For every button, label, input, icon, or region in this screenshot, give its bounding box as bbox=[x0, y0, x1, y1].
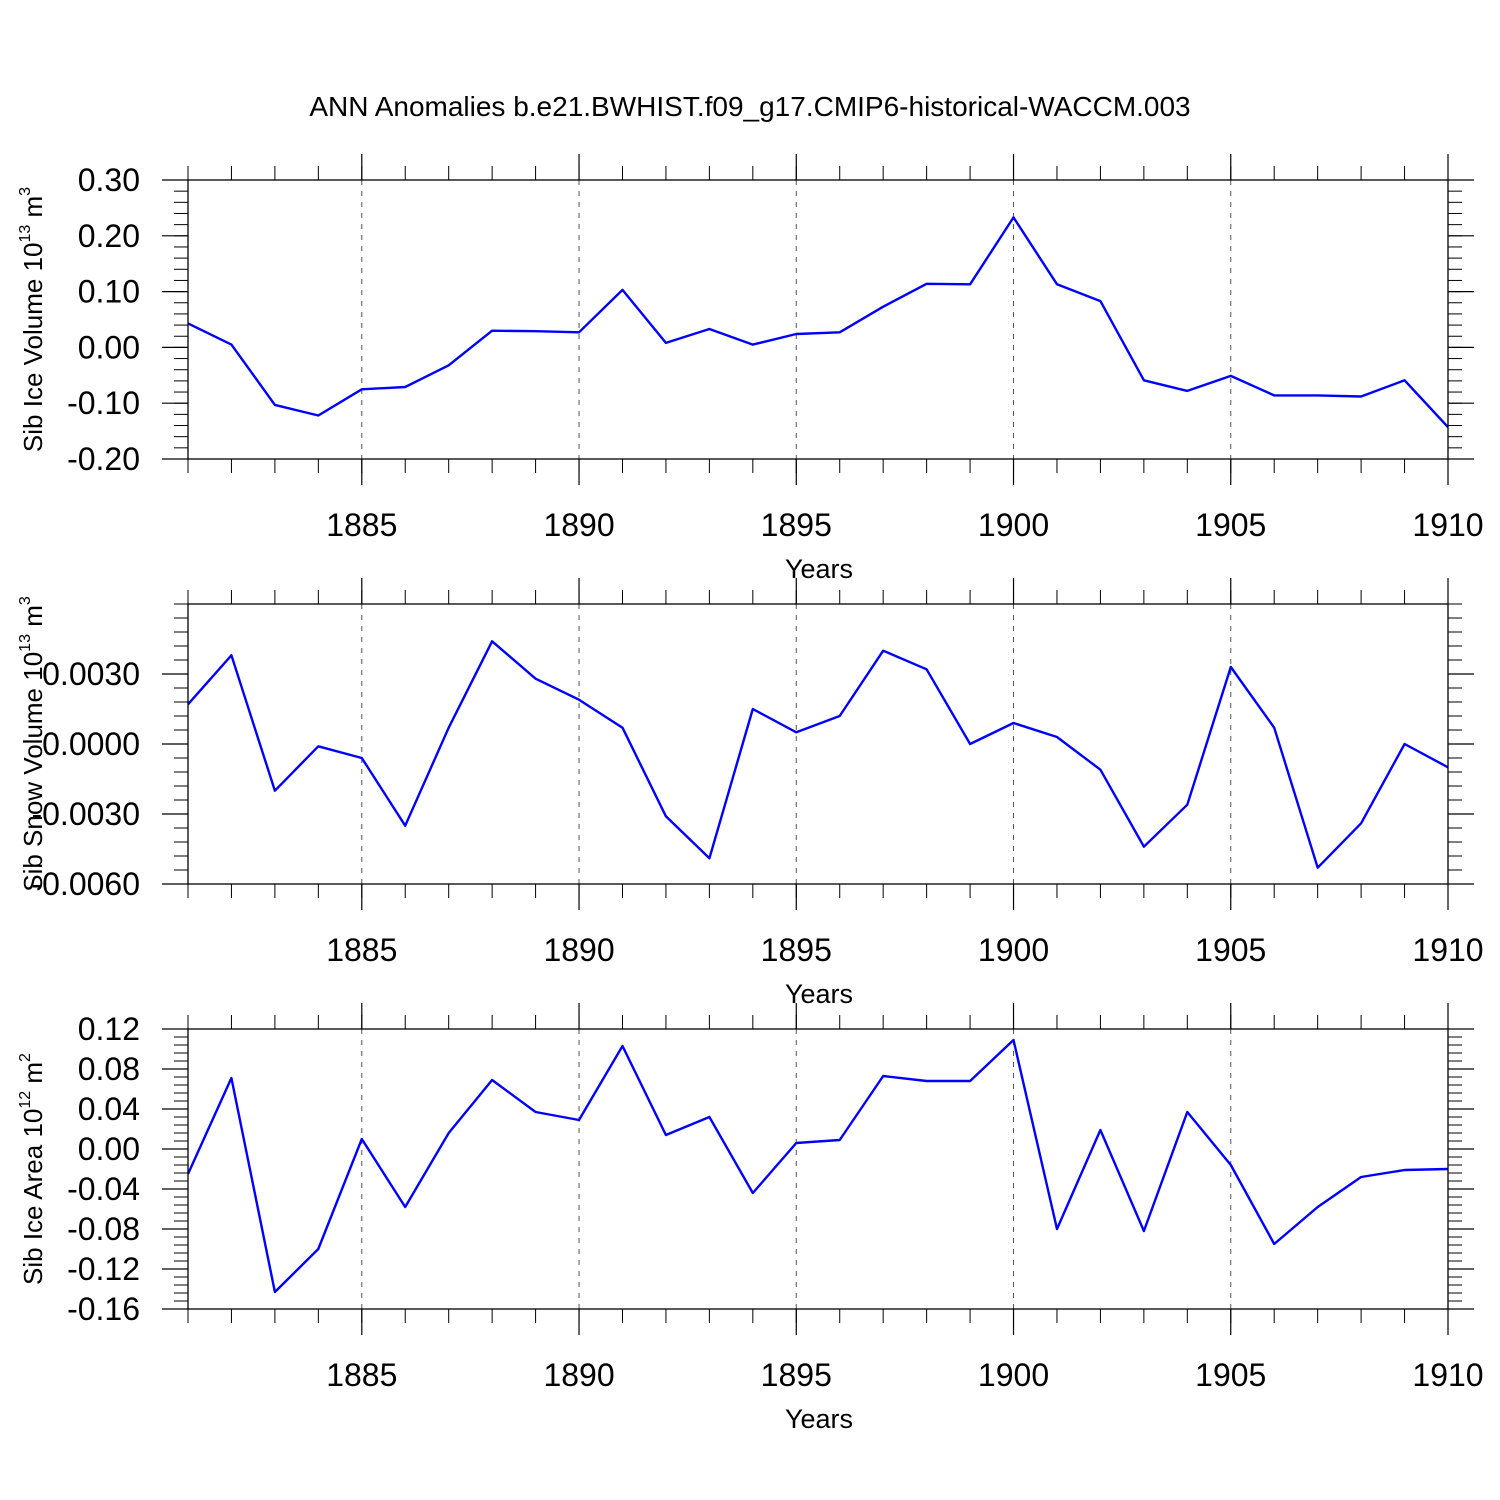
y-tick-label: 0.00 bbox=[78, 1131, 140, 1167]
x-tick-label: 1905 bbox=[1195, 1357, 1266, 1393]
x-tick-label: 1905 bbox=[1195, 932, 1266, 968]
x-tick-label: 1895 bbox=[761, 1357, 832, 1393]
x-tick-label: 1885 bbox=[326, 932, 397, 968]
y-tick-label: 0.04 bbox=[78, 1091, 140, 1127]
y-axis-label: Sib Ice Volume 1013 m3 bbox=[17, 187, 48, 452]
x-tick-label: 1910 bbox=[1412, 1357, 1483, 1393]
y-tick-label: -0.04 bbox=[67, 1171, 140, 1207]
panel-2: 0.0030 0.0000 -0.0030 -0.0060 1885 1890 1895 19… bbox=[17, 578, 1484, 1009]
y-tick-label: -0.0060 bbox=[31, 866, 140, 902]
series-line bbox=[188, 1038, 1448, 1294]
panel-3: 0.12 0.08 0.04 0.00 -0.04 -0.08 -0.12 -0.16 1885… bbox=[17, 1003, 1484, 1434]
plot-frame bbox=[187, 179, 1449, 460]
panel-1: 0.30 0.20 0.10 0.00 -0.10 -0.20 1885 1890 1895 19… bbox=[17, 154, 1484, 584]
x-tick-label: 1900 bbox=[978, 932, 1049, 968]
x-tick-label: 1905 bbox=[1195, 507, 1266, 543]
y-tick-label: 0.12 bbox=[78, 1011, 140, 1047]
y-tick-label: 0.30 bbox=[78, 162, 140, 198]
series-line bbox=[188, 640, 1448, 869]
series-line bbox=[188, 216, 1448, 429]
x-tick-label: 1895 bbox=[761, 507, 832, 543]
y-tick-label: -0.16 bbox=[67, 1291, 140, 1327]
y-tick-label: 0.08 bbox=[78, 1051, 140, 1087]
x-axis-label: Years bbox=[785, 1404, 853, 1434]
plot-frame bbox=[187, 1028, 1449, 1310]
x-axis-label: Years bbox=[785, 979, 853, 1009]
plot-frame bbox=[187, 603, 1449, 885]
y-axis-label: Sib Ice Area 1012 m2 bbox=[17, 1053, 48, 1285]
y-axis-label: Sib Snow Volume 1013 m3 bbox=[17, 596, 48, 892]
y-tick-label: 0.0000 bbox=[42, 726, 140, 762]
x-tick-label: 1900 bbox=[978, 507, 1049, 543]
y-tick-label: -0.20 bbox=[67, 441, 140, 477]
x-tick-label: 1895 bbox=[761, 932, 832, 968]
x-tick-label: 1890 bbox=[543, 1357, 614, 1393]
y-tick-label: 0.20 bbox=[78, 218, 140, 254]
x-axis-label: Years bbox=[785, 554, 853, 584]
x-tick-label: 1890 bbox=[543, 507, 614, 543]
y-tick-label: 0.10 bbox=[78, 274, 140, 310]
y-tick-label: -0.08 bbox=[67, 1211, 140, 1247]
y-tick-label: 0.00 bbox=[78, 329, 140, 365]
x-tick-label: 1890 bbox=[543, 932, 614, 968]
x-tick-label: 1900 bbox=[978, 1357, 1049, 1393]
x-tick-label: 1910 bbox=[1412, 507, 1483, 543]
x-tick-label: 1885 bbox=[326, 1357, 397, 1393]
chart-title: ANN Anomalies b.e21.BWHIST.f09_g17.CMIP6… bbox=[309, 91, 1190, 122]
y-tick-label: -0.10 bbox=[67, 385, 140, 421]
y-tick-label: -0.12 bbox=[67, 1251, 140, 1287]
x-tick-label: 1910 bbox=[1412, 932, 1483, 968]
y-tick-label: 0.0030 bbox=[42, 656, 140, 692]
x-tick-label: 1885 bbox=[326, 507, 397, 543]
y-tick-label: -0.0030 bbox=[31, 796, 140, 832]
